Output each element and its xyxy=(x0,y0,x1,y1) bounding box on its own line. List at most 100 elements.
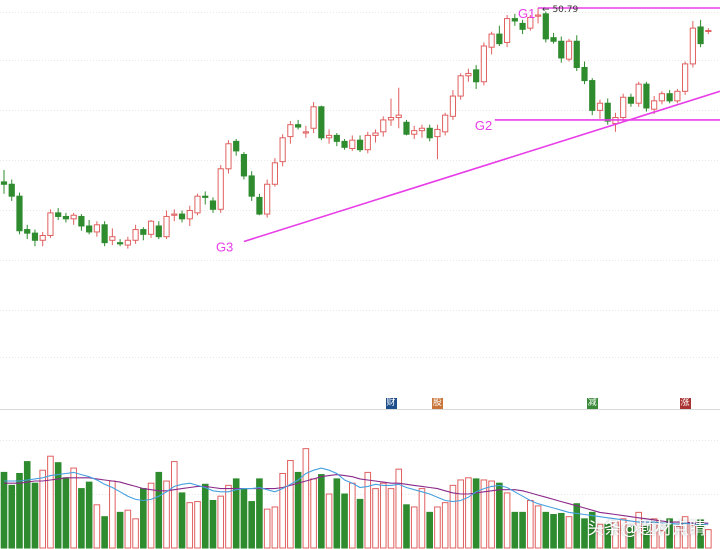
candle xyxy=(70,212,77,225)
candle-body xyxy=(186,209,193,220)
candle-body xyxy=(171,213,178,216)
event-marker[interactable]: 涨 xyxy=(679,398,691,409)
volume-bar xyxy=(619,518,627,549)
candle xyxy=(473,65,480,89)
candle-body xyxy=(0,181,8,185)
volume-bar xyxy=(318,474,325,549)
volume-bar xyxy=(542,511,550,549)
candle xyxy=(651,96,658,114)
candle-body xyxy=(155,225,162,238)
candle-body xyxy=(627,96,635,104)
volume-bar xyxy=(379,482,387,549)
candle xyxy=(341,138,348,150)
volume-bar xyxy=(472,478,480,549)
candle xyxy=(62,212,70,223)
candle-body xyxy=(674,90,681,102)
candle xyxy=(604,98,611,125)
volume-bars xyxy=(0,448,712,549)
volume-bar xyxy=(155,471,163,549)
candle-body xyxy=(248,175,255,197)
label-g3: G3 xyxy=(216,239,233,254)
volume-bar xyxy=(410,506,418,549)
candle xyxy=(635,81,642,107)
candle xyxy=(434,124,441,160)
candle-body xyxy=(527,16,534,29)
volume-bar xyxy=(496,482,503,549)
candle xyxy=(86,220,93,235)
candle xyxy=(488,31,495,55)
candle-body xyxy=(24,229,31,234)
candle-body xyxy=(264,183,271,215)
candle xyxy=(109,228,116,246)
candle xyxy=(93,221,100,237)
volume-bar xyxy=(550,514,557,549)
candle-body xyxy=(225,143,232,170)
volume-bar xyxy=(364,471,372,549)
volume-bar xyxy=(70,467,77,549)
candle-body xyxy=(8,183,15,197)
candle-body xyxy=(705,30,712,33)
candle-body xyxy=(240,153,248,177)
candle-body xyxy=(449,95,457,117)
candle-body xyxy=(287,124,294,138)
volume-bar xyxy=(527,499,534,549)
candle-body xyxy=(465,72,472,77)
candle-body xyxy=(689,27,696,65)
candle xyxy=(47,209,54,238)
candle-body xyxy=(504,18,511,43)
candle xyxy=(39,231,46,247)
event-marker[interactable]: 财 xyxy=(385,398,397,409)
candle xyxy=(387,98,395,126)
candle-body xyxy=(302,131,309,134)
candle-body xyxy=(442,114,449,133)
volume-bar xyxy=(395,468,403,549)
volume-bar xyxy=(627,525,635,549)
candle-body xyxy=(666,93,673,102)
volume-bar xyxy=(565,516,573,549)
candle-body xyxy=(620,96,627,119)
candle xyxy=(279,134,286,167)
volume-bar xyxy=(256,478,263,549)
candle xyxy=(697,19,704,48)
candle-body xyxy=(279,137,286,163)
volume-bar xyxy=(465,477,472,549)
candle xyxy=(620,93,627,123)
candle-body xyxy=(473,69,480,83)
volume-bar xyxy=(426,511,433,549)
candle-body xyxy=(31,232,39,241)
event-marker[interactable]: 股 xyxy=(431,398,443,409)
volume-bar xyxy=(101,516,108,549)
volume-bar xyxy=(434,506,441,549)
candle xyxy=(31,229,39,247)
candle-body xyxy=(256,196,263,215)
candle xyxy=(542,11,549,43)
candle-body xyxy=(635,83,642,104)
volume-bar xyxy=(674,525,681,549)
volume-bar xyxy=(140,488,147,549)
volume-bar xyxy=(279,472,286,549)
candle xyxy=(689,20,696,68)
candles xyxy=(0,8,712,249)
candle xyxy=(233,138,240,156)
event-marker[interactable]: 减 xyxy=(586,398,598,409)
candle-body xyxy=(147,220,155,235)
candle xyxy=(171,209,178,222)
grid-lines xyxy=(0,12,720,495)
volume-bar xyxy=(225,484,232,549)
candle xyxy=(364,131,371,154)
volume-bar xyxy=(78,488,85,549)
volume-bar xyxy=(650,518,658,549)
volume-bar xyxy=(596,523,604,549)
candle-body xyxy=(558,40,565,59)
candle xyxy=(295,119,302,130)
candle xyxy=(16,192,23,235)
candle-body xyxy=(132,229,139,241)
candle-body xyxy=(124,239,131,246)
candle xyxy=(643,81,650,112)
candle xyxy=(511,13,518,26)
volume-bar xyxy=(294,471,302,549)
label-g1: G1 xyxy=(518,6,535,21)
volume-bar xyxy=(163,480,170,549)
candle xyxy=(217,165,224,213)
